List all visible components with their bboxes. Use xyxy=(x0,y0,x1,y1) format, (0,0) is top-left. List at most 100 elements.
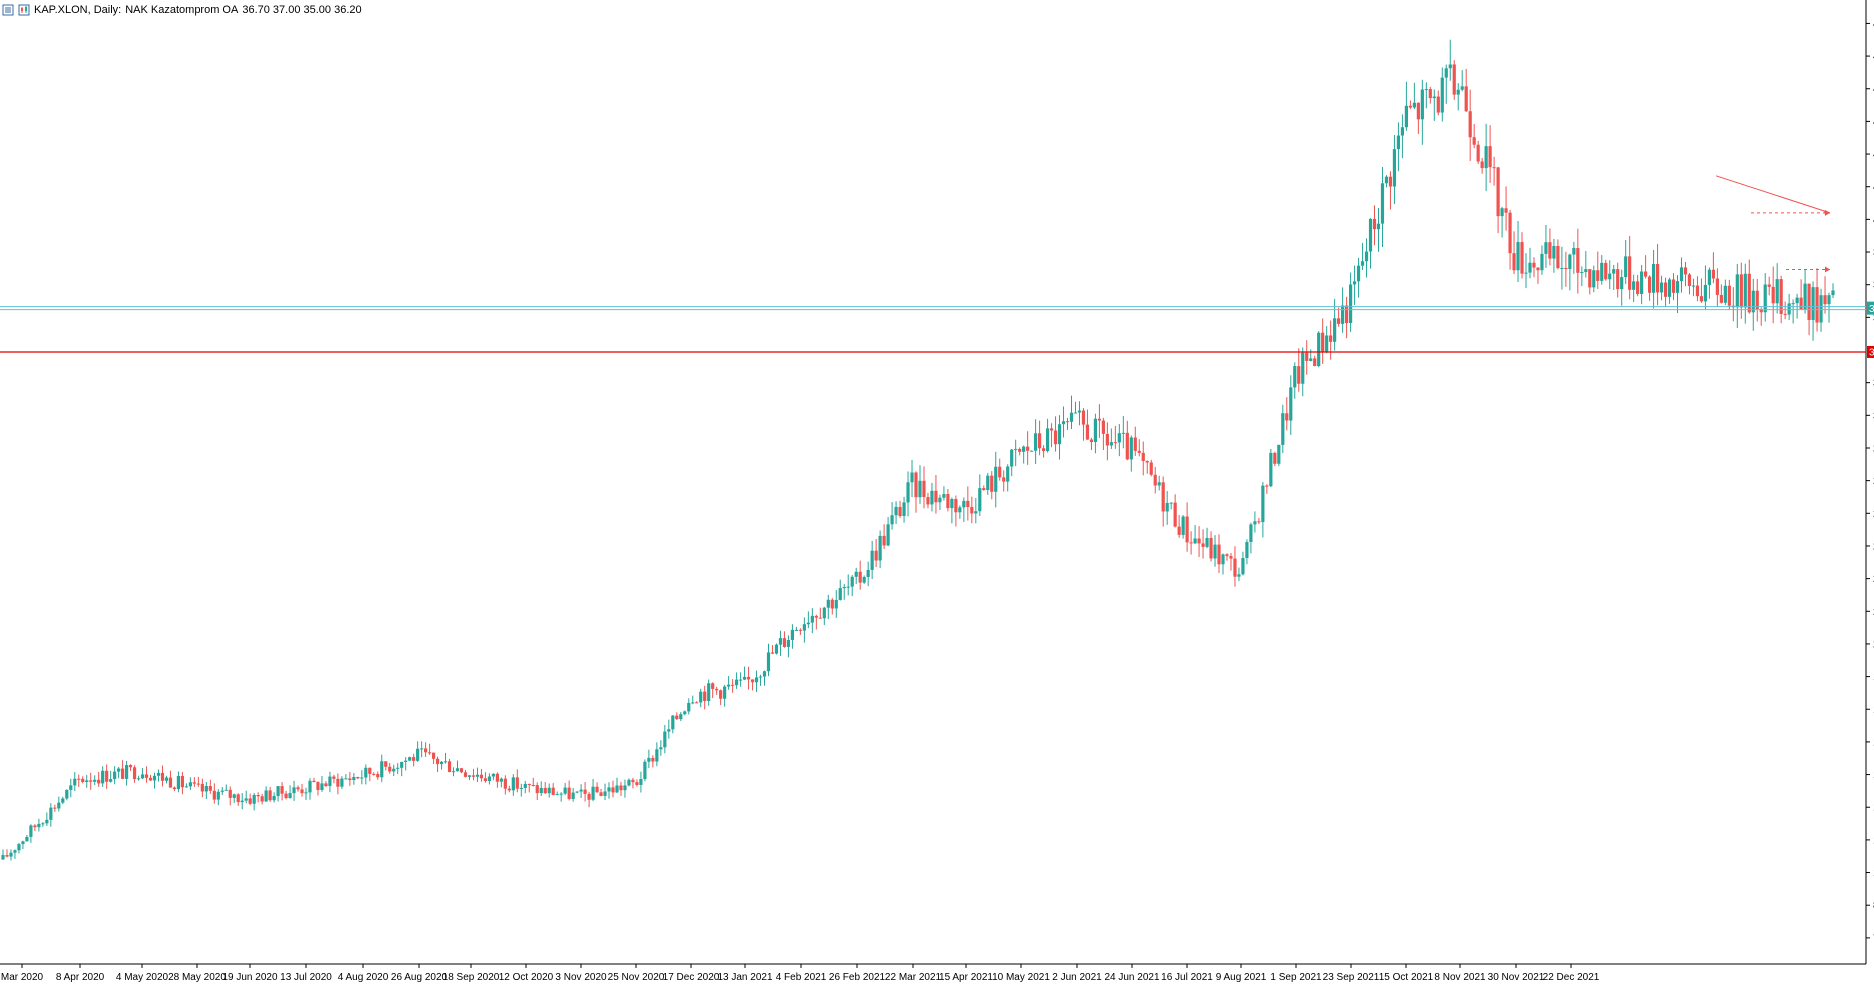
candle-body xyxy=(1313,358,1317,367)
candle-body xyxy=(1225,554,1229,557)
candle-body xyxy=(1010,449,1014,467)
candle-body xyxy=(1301,352,1305,384)
candle-body xyxy=(65,789,69,799)
candle-body xyxy=(914,472,918,498)
candle-body xyxy=(731,684,735,686)
candle-body xyxy=(1408,105,1412,108)
candle-body xyxy=(1679,267,1684,282)
candle-body xyxy=(384,761,388,767)
candle-body xyxy=(1783,313,1787,315)
candle-body xyxy=(1592,270,1596,288)
candle-body xyxy=(89,780,93,782)
candle-body xyxy=(1803,283,1807,310)
candle-body xyxy=(17,844,21,851)
candle-body xyxy=(1655,264,1660,293)
chart-instrument-name: NAK Kazatomprom OA xyxy=(125,4,239,16)
candle-body xyxy=(1368,218,1373,252)
candle-body xyxy=(348,778,352,781)
candle-body xyxy=(1392,149,1397,187)
candle-body xyxy=(547,787,551,794)
candle-body xyxy=(1201,543,1205,547)
candle-body xyxy=(762,671,767,677)
candle-body xyxy=(519,787,523,789)
candle-body xyxy=(1321,332,1325,352)
candle-body xyxy=(742,676,747,680)
candle-body xyxy=(148,777,153,781)
candle-body xyxy=(1432,96,1436,99)
candle-body xyxy=(786,639,791,647)
candle-body xyxy=(232,794,236,798)
candle-body xyxy=(312,780,316,783)
candle-body xyxy=(1101,420,1105,434)
candle-body xyxy=(308,780,312,793)
x-tick-label: 9 Aug 2021 xyxy=(1216,972,1267,983)
candle-body xyxy=(1344,305,1349,324)
candle-body xyxy=(491,773,495,777)
candle-body xyxy=(1233,558,1237,577)
candle-body xyxy=(1428,89,1432,99)
candle-body xyxy=(1588,269,1592,288)
candle-body xyxy=(1285,413,1289,421)
candle-body xyxy=(364,767,368,778)
candle-body xyxy=(1628,256,1632,290)
candle-body xyxy=(1572,248,1576,255)
candle-body xyxy=(754,677,759,683)
candle-body xyxy=(782,638,787,647)
candle-body xyxy=(380,761,384,778)
candle-body xyxy=(1061,421,1066,425)
x-tick-label: 4 Aug 2020 xyxy=(338,972,389,983)
candle-body xyxy=(1767,284,1771,287)
indicator-list-icon[interactable] xyxy=(2,4,14,16)
candle-body xyxy=(623,785,627,791)
candle-body xyxy=(1277,444,1281,464)
candle-body xyxy=(643,761,647,780)
candle-body xyxy=(483,778,488,781)
candle-body xyxy=(926,497,930,505)
candle-body xyxy=(160,772,165,781)
x-tick-label: 10 May 2021 xyxy=(992,972,1050,983)
candle-body xyxy=(53,807,57,809)
x-tick-label: 30 Nov 2021 xyxy=(1488,972,1545,983)
candle-body xyxy=(687,702,691,712)
x-tick-label: 1 Sep 2021 xyxy=(1270,972,1322,983)
candle-body xyxy=(511,777,515,791)
candle-body xyxy=(882,535,886,546)
candle-body xyxy=(1400,127,1405,136)
candle-body xyxy=(679,714,683,720)
candle-body xyxy=(998,466,1002,478)
candle-body xyxy=(1245,541,1249,559)
candle-body xyxy=(734,679,739,686)
candle-body xyxy=(1153,474,1157,486)
candle-body xyxy=(1528,262,1532,273)
candle-body xyxy=(1209,537,1213,559)
chart-mode-icon[interactable] xyxy=(18,4,30,16)
candle-body xyxy=(1065,421,1070,423)
chart-header: KAP.XLON, Daily: NAK Kazatomprom OA 36.7… xyxy=(2,2,362,18)
candle-body xyxy=(1608,273,1612,280)
candle-body xyxy=(1492,167,1496,169)
candle-body xyxy=(898,506,902,517)
candle-body xyxy=(750,679,755,683)
candle-body xyxy=(1500,208,1504,217)
candle-body xyxy=(9,852,13,857)
candle-body xyxy=(400,761,404,768)
candle-body xyxy=(1496,167,1500,217)
candle-body xyxy=(479,774,484,779)
candle-body xyxy=(1038,433,1042,449)
candle-body xyxy=(647,757,651,762)
candle-body xyxy=(1317,332,1321,367)
candle-body xyxy=(264,790,268,802)
candle-body xyxy=(723,686,727,699)
x-tick-label: 19 Jun 2020 xyxy=(222,972,277,983)
candle-body xyxy=(1026,446,1030,451)
candle-body xyxy=(1827,295,1831,305)
candle-body xyxy=(105,770,109,782)
candle-body xyxy=(45,819,49,824)
candle-body xyxy=(551,787,555,795)
candle-body xyxy=(595,786,599,793)
candle-body xyxy=(33,825,37,828)
candle-body xyxy=(1337,318,1341,324)
candle-body xyxy=(970,507,974,514)
candle-body xyxy=(958,507,962,513)
